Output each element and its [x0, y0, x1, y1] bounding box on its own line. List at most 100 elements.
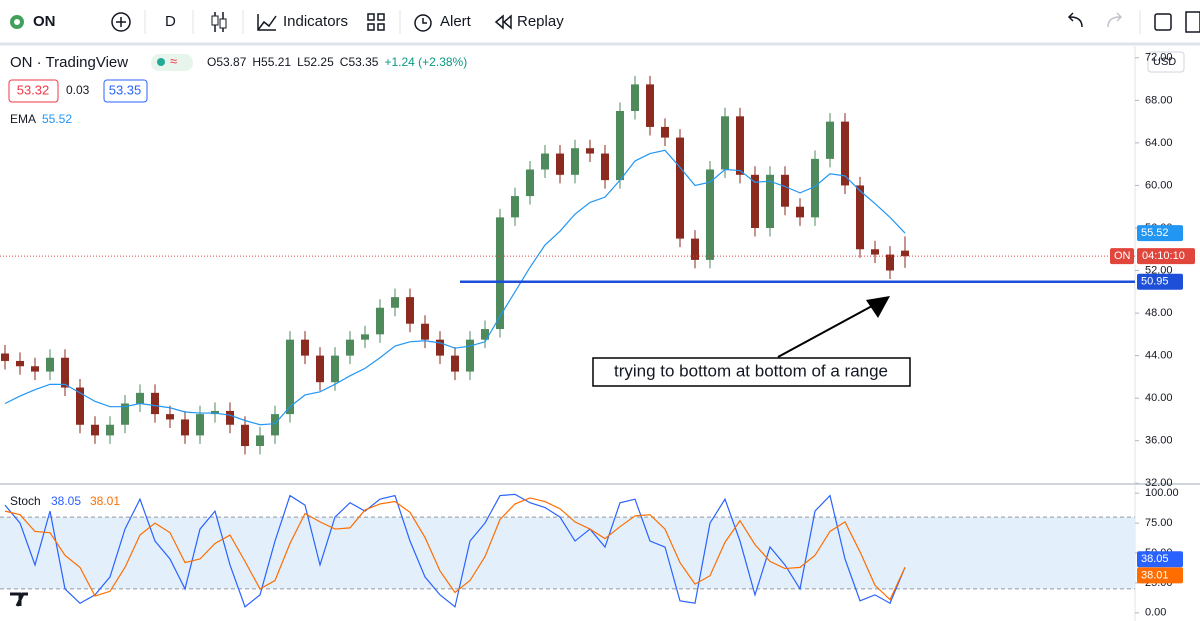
- candle-body: [241, 424, 249, 447]
- candle-body: [871, 249, 879, 255]
- candle-body: [286, 339, 294, 415]
- fullscreen[interactable]: [1154, 13, 1172, 31]
- candle-body: [811, 158, 819, 218]
- candle-body: [751, 174, 759, 228]
- ema-badge: 55.52: [1137, 225, 1183, 242]
- stoch-0-badge-bg: [1137, 551, 1183, 568]
- stoch-line: [4, 493, 906, 608]
- candle-body: [661, 126, 669, 138]
- candle-body: [46, 357, 54, 372]
- candle-body: [901, 250, 909, 257]
- countdown-bg: [1137, 248, 1195, 265]
- spread: 0.03: [66, 83, 90, 97]
- chart-title: ON · TradingView: [10, 54, 128, 71]
- candle-body: [481, 329, 489, 340]
- candle-body: [391, 297, 399, 308]
- candle-body: [721, 116, 729, 170]
- candle-body: [436, 339, 444, 356]
- ohlc-item: +1.24 (+2.38%): [384, 55, 467, 69]
- tv-logo: [10, 592, 28, 607]
- candle-body: [586, 148, 594, 154]
- candle-body: [301, 339, 309, 356]
- stoch-1-badge-bg: [1137, 567, 1183, 584]
- candle-body: [256, 435, 264, 447]
- bid-box[interactable]: [8, 79, 59, 103]
- candle-body: [271, 414, 279, 436]
- y-tick-label: 32.00: [1145, 477, 1173, 489]
- candle-body: [91, 424, 99, 436]
- candle-body: [376, 307, 384, 335]
- redo[interactable]: [1107, 12, 1123, 28]
- candle-body: [31, 366, 39, 372]
- candle-body: [151, 392, 159, 415]
- ask: 53.35: [109, 82, 142, 97]
- candle-body: [316, 355, 324, 383]
- ema-badge-bg: [1137, 225, 1183, 242]
- candle-body: [766, 174, 774, 228]
- candle-body: [541, 153, 549, 170]
- add-symbol[interactable]: [111, 12, 131, 32]
- y-tick-label: 75.00: [1145, 517, 1173, 529]
- annotation-arrowhead: [866, 296, 890, 318]
- y-tick-label: 60.00: [1145, 179, 1173, 191]
- alert-button[interactable]: Alert: [440, 13, 472, 30]
- candle-body: [1, 353, 9, 361]
- stoch-0-badge-label: 38.05: [1141, 553, 1169, 565]
- y-tick-label: 100.00: [1145, 487, 1179, 499]
- candle-body: [616, 110, 624, 181]
- symbol-badge: ON: [1114, 250, 1131, 262]
- annotation: trying to bottom at bottom of a range: [614, 361, 888, 380]
- candle-body: [691, 238, 699, 260]
- currency[interactable]: USD: [1153, 56, 1176, 68]
- ema-line: [4, 149, 906, 426]
- hline-badge-label: 50.95: [1141, 276, 1169, 288]
- indicators-button[interactable]: Indicators: [283, 13, 348, 30]
- candle-body: [601, 153, 609, 181]
- y-tick-label: 36.00: [1145, 435, 1173, 447]
- candle-body: [361, 334, 369, 340]
- annotation-arrow: [777, 305, 873, 358]
- candle-body: [16, 360, 24, 367]
- symbol-badge-bg: [1110, 248, 1134, 265]
- stoch-d-value: 38.01: [90, 494, 120, 508]
- candle-body: [571, 148, 579, 175]
- countdown: 04:10:10: [1142, 250, 1185, 262]
- ohlc-item: O53.87: [207, 55, 247, 69]
- bid: 53.32: [17, 82, 50, 97]
- candle-body: [451, 355, 459, 372]
- candle-body: [496, 217, 504, 330]
- candle-body: [196, 414, 204, 436]
- stoch-line: [4, 497, 906, 601]
- y-tick-label: 64.00: [1145, 137, 1173, 149]
- stoch-1-badge: 38.01: [1137, 567, 1183, 584]
- y-tick-label: 0.00: [1145, 607, 1166, 619]
- candle-body: [136, 392, 144, 404]
- annotation-box: [592, 357, 911, 387]
- candle-body: [346, 339, 354, 356]
- interval[interactable]: D: [165, 13, 176, 30]
- undo[interactable]: [1067, 12, 1083, 28]
- status-wave: ≈: [170, 53, 177, 68]
- ema-legend-name: EMA: [10, 112, 36, 126]
- currency-button[interactable]: [1147, 51, 1185, 73]
- candle-body: [856, 185, 864, 250]
- stoch-0-badge: 38.05: [1137, 551, 1183, 568]
- candle-body: [646, 84, 654, 127]
- candle-body: [556, 153, 564, 175]
- more[interactable]: [1185, 11, 1200, 33]
- symbol[interactable]: ON: [33, 13, 56, 30]
- y-tick-label: 68.00: [1145, 94, 1173, 106]
- layouts-icon[interactable]: [367, 13, 385, 31]
- ask-box[interactable]: [103, 79, 148, 103]
- chart-type-body: [211, 15, 219, 26]
- replay-button[interactable]: Replay: [517, 13, 564, 30]
- main-pane: [0, 57, 1139, 484]
- y-tick-label: 40.00: [1145, 392, 1173, 404]
- toolbar: ON D Indicators Alert Replay: [0, 10, 1200, 46]
- y-tick-label: 72.00: [1145, 52, 1173, 64]
- candle-body: [166, 414, 174, 420]
- stoch-title: Stoch: [10, 494, 41, 508]
- stoch-band: [0, 517, 1135, 589]
- y-tick-label: 52.00: [1145, 264, 1173, 276]
- candle-body: [466, 339, 474, 372]
